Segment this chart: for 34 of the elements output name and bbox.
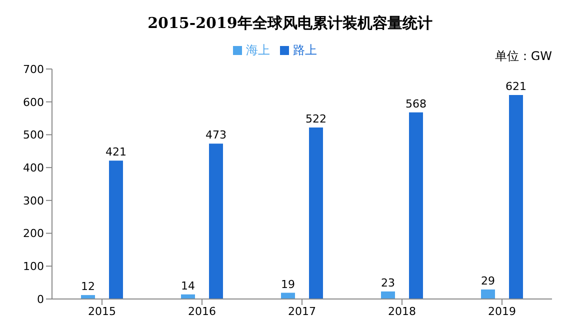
bar [309, 127, 323, 299]
y-tick-label: 600 [23, 96, 44, 109]
bar [409, 112, 423, 299]
data-label: 473 [206, 128, 226, 142]
data-label: 421 [106, 146, 126, 159]
chart-title: 2015-2019年全球风电累计装机容量统计 [146, 14, 434, 33]
data-label: 29 [481, 274, 495, 288]
y-tick-label: 100 [23, 260, 44, 274]
data-label: 621 [506, 80, 526, 93]
data-label: 14 [181, 279, 195, 292]
x-tick-label: 2016 [188, 304, 216, 318]
bar [481, 289, 495, 299]
y-tick-label: 500 [23, 128, 44, 142]
data-label: 23 [381, 276, 395, 290]
y-tick-label: 400 [23, 161, 44, 174]
legend-label: 海上 [246, 43, 270, 57]
data-label: 12 [81, 280, 95, 294]
bar [509, 94, 523, 299]
x-tick-label: 2019 [488, 304, 516, 318]
bar [381, 291, 395, 299]
x-tick-label: 2015 [88, 304, 116, 318]
y-tick-label: 200 [23, 227, 44, 240]
data-label: 522 [306, 112, 326, 126]
data-label: 19 [281, 278, 295, 291]
x-tick-label: 2017 [288, 304, 316, 318]
y-tick-label: 300 [23, 194, 44, 208]
bar [109, 160, 123, 299]
bar [209, 144, 223, 299]
y-tick-label: 700 [23, 62, 44, 76]
legend-label: 路上 [293, 43, 317, 57]
y-tick-label: 0 [37, 292, 44, 306]
data-label: 568 [406, 97, 426, 110]
text: 单位：GW [494, 48, 552, 65]
x-tick-label: 2018 [388, 304, 416, 318]
